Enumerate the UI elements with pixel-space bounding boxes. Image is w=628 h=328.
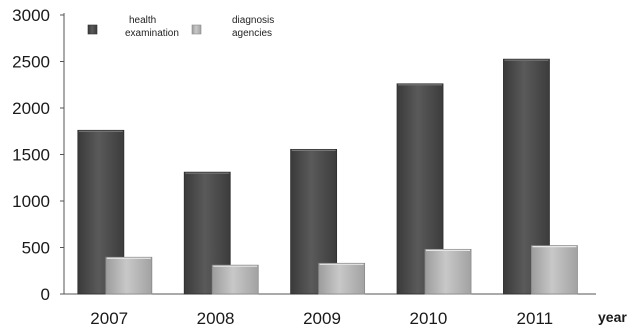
x-tick-label: 2008	[197, 309, 235, 328]
x-axis-label: year	[598, 309, 627, 325]
bar-diagnosis-agencies	[318, 262, 366, 295]
bar-diagnosis-agencies	[531, 245, 578, 295]
legend-swatch-health-examination	[87, 24, 98, 35]
x-tick-label: 2009	[303, 309, 341, 328]
x-tick-label: 2007	[90, 309, 128, 328]
y-tick-label: 2500	[12, 53, 50, 72]
y-tick-label: 0	[41, 285, 50, 304]
x-tick-label: 2010	[409, 309, 447, 328]
y-tick-label: 3000	[12, 6, 50, 25]
x-tick-label: 2011	[517, 309, 554, 328]
bar-diagnosis-agencies	[424, 248, 472, 295]
y-tick-label: 500	[22, 239, 50, 258]
bars	[77, 58, 578, 295]
legend-label: diagnosis	[232, 15, 274, 26]
axes: 0 500 1000 1500 2000 2500 3000 2007 2008 2009 2010…	[12, 6, 627, 328]
y-tick-label: 2000	[12, 99, 50, 118]
bar-diagnosis-agencies	[105, 256, 153, 295]
legend-swatch-diagnosis-agencies	[191, 24, 202, 35]
bar-diagnosis-agencies	[211, 264, 259, 295]
legend-label: agencies	[232, 28, 272, 39]
legend: health examination diagnosis agencies	[87, 15, 274, 39]
y-tick-label: 1000	[12, 192, 50, 211]
y-tick-label: 1500	[12, 146, 50, 165]
legend-label: health	[129, 15, 156, 26]
legend-label: examination	[125, 28, 179, 39]
